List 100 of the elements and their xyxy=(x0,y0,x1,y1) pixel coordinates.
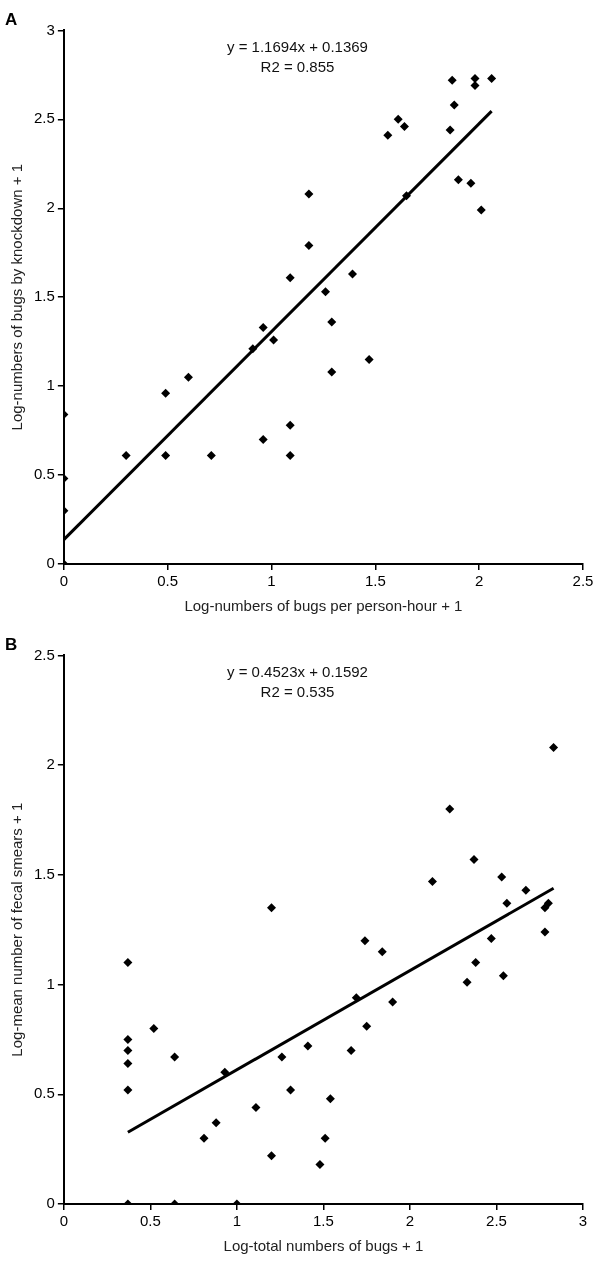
x-tick-label: 2.5 xyxy=(486,1212,507,1230)
point xyxy=(304,241,314,251)
x-tick-label: 0 xyxy=(59,1212,69,1230)
y-tick-label: 0 xyxy=(46,1194,55,1212)
point xyxy=(121,451,131,460)
point xyxy=(549,743,559,753)
point xyxy=(269,335,279,345)
annotation: y = 1.1694x + 0.1369 xyxy=(226,38,368,56)
point xyxy=(427,876,437,886)
point xyxy=(348,269,357,279)
x-axis-title: Log-total numbers of bugs + 1 xyxy=(223,1237,424,1255)
annotation: R2 = 0.855 xyxy=(260,58,335,76)
point xyxy=(470,73,480,83)
point xyxy=(267,1151,277,1161)
point xyxy=(149,1023,159,1033)
point xyxy=(258,434,268,444)
point xyxy=(258,322,268,332)
point xyxy=(123,1034,133,1044)
point xyxy=(377,947,387,957)
point xyxy=(161,388,171,398)
point xyxy=(199,1133,209,1143)
point xyxy=(286,1085,296,1095)
point xyxy=(285,420,295,430)
point xyxy=(399,121,409,131)
y-tick-label: 2 xyxy=(46,198,55,216)
chart-title: A xyxy=(5,9,18,29)
point xyxy=(540,903,550,913)
x-tick-label: 0 xyxy=(59,572,69,590)
point xyxy=(388,997,398,1007)
point xyxy=(466,178,476,188)
point xyxy=(248,344,258,354)
point xyxy=(321,287,330,297)
point xyxy=(267,903,277,913)
y-axis-title: Log-mean number of fecal smears + 1 xyxy=(8,802,26,1057)
point xyxy=(251,1102,261,1112)
y-tick-label: 1.5 xyxy=(33,864,55,882)
point xyxy=(327,317,337,327)
point xyxy=(471,958,481,968)
y-tick-label: 1 xyxy=(46,376,55,394)
point xyxy=(540,927,550,937)
y-tick-label: 2 xyxy=(46,755,55,773)
point xyxy=(285,451,295,460)
point xyxy=(304,189,314,199)
point xyxy=(449,100,459,110)
point xyxy=(487,73,497,83)
annotation: y = 0.4523x + 0.1592 xyxy=(226,663,368,681)
point xyxy=(486,933,496,943)
point xyxy=(360,936,370,946)
chart-title: B xyxy=(5,634,18,654)
point xyxy=(161,451,171,460)
point xyxy=(325,1094,335,1104)
y-tick-label: 0 xyxy=(46,554,55,572)
point xyxy=(469,854,479,864)
point xyxy=(346,1045,356,1055)
point xyxy=(123,1085,133,1095)
y-tick-label: 2.5 xyxy=(33,109,55,127)
point xyxy=(220,1067,230,1077)
point xyxy=(462,977,472,987)
x-tick-label: 3 xyxy=(578,1212,588,1230)
point xyxy=(183,372,193,382)
x-tick-label: 0.5 xyxy=(139,1212,161,1230)
point xyxy=(320,1133,330,1143)
y-axis-title: Log-numbers of bugs by knockdown + 1 xyxy=(8,163,26,431)
y-tick-label: 3 xyxy=(46,20,55,38)
point xyxy=(123,958,133,968)
point xyxy=(543,898,553,908)
y-tick-label: 2.5 xyxy=(33,645,55,663)
point xyxy=(393,114,403,124)
point xyxy=(445,804,455,814)
point xyxy=(445,125,455,135)
point xyxy=(502,898,512,908)
point xyxy=(123,1059,133,1069)
y-tick-label: 0.5 xyxy=(33,1084,55,1102)
point xyxy=(447,75,457,85)
point xyxy=(211,1118,221,1128)
point xyxy=(453,175,463,185)
point xyxy=(470,81,480,91)
y-tick-label: 0.5 xyxy=(33,465,55,483)
point xyxy=(327,367,337,377)
point xyxy=(383,130,393,140)
point xyxy=(498,971,508,981)
x-axis-title: Log-numbers of bugs per person-hour + 1 xyxy=(184,597,463,615)
point xyxy=(123,1045,133,1055)
x-tick-label: 1.5 xyxy=(313,1212,334,1230)
x-tick-label: 2 xyxy=(405,1212,415,1230)
point xyxy=(362,1021,372,1031)
y-tick-label: 1.5 xyxy=(33,287,55,305)
point xyxy=(277,1052,287,1062)
x-tick-label: 2.5 xyxy=(572,572,594,590)
point xyxy=(521,885,531,895)
point xyxy=(476,205,486,215)
annotation: R2 = 0.535 xyxy=(260,683,335,701)
point xyxy=(303,1041,313,1051)
point xyxy=(497,872,507,882)
point xyxy=(170,1052,180,1062)
point xyxy=(401,191,411,201)
point xyxy=(364,354,374,364)
x-tick-label: 1 xyxy=(232,1212,242,1230)
x-tick-label: 1 xyxy=(267,572,276,590)
y-tick-label: 1 xyxy=(46,974,55,992)
